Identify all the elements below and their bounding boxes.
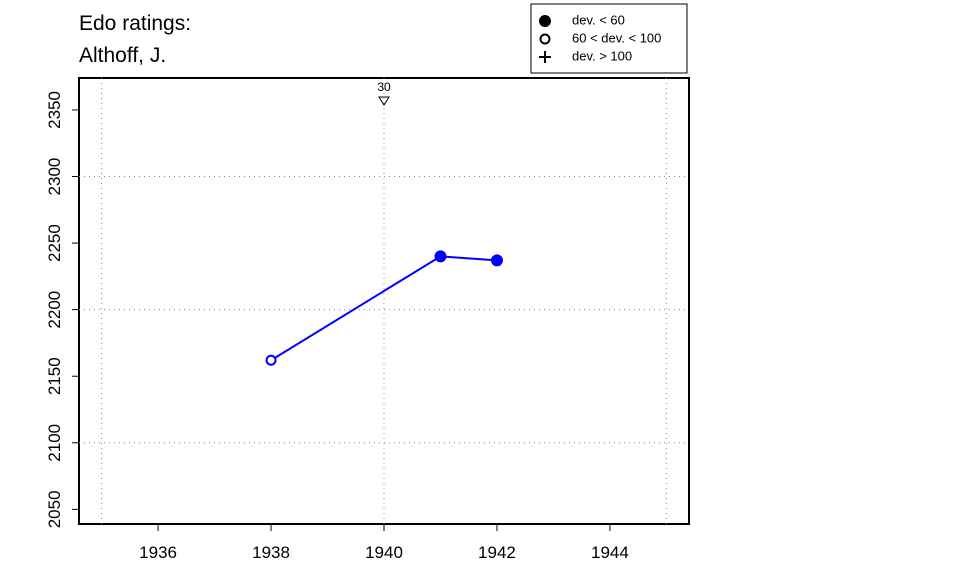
x-tick-label: 1938 [252,543,290,562]
x-tick-label: 1942 [478,543,516,562]
y-tick-label: 2300 [45,158,64,196]
legend-marker [539,33,551,45]
data-point [265,354,277,366]
plot-frame [78,77,690,525]
annotation-label: 30 [377,80,391,94]
annotation-marker [378,96,390,106]
y-tick-label: 2150 [45,357,64,395]
legend-box [530,3,688,74]
data-point [490,254,503,267]
legend-label: dev. > 100 [572,48,632,63]
data-point [434,250,447,263]
x-tick-label: 1936 [139,543,177,562]
y-tick-label: 2350 [45,91,64,129]
legend-label: 60 < dev. < 100 [572,30,661,45]
y-tick-label: 2100 [45,424,64,462]
legend-marker [539,15,551,27]
y-tick-label: 2250 [45,224,64,262]
legend-marker [539,51,551,63]
x-tick-label: 1940 [365,543,403,562]
legend-label: dev. < 60 [572,12,625,27]
x-tick-label: 1944 [591,543,629,562]
y-tick-label: 2200 [45,291,64,329]
y-tick-label: 2050 [45,490,64,528]
chart-subtitle: Althoff, J. [79,44,166,67]
chart-title: Edo ratings: [79,12,191,35]
